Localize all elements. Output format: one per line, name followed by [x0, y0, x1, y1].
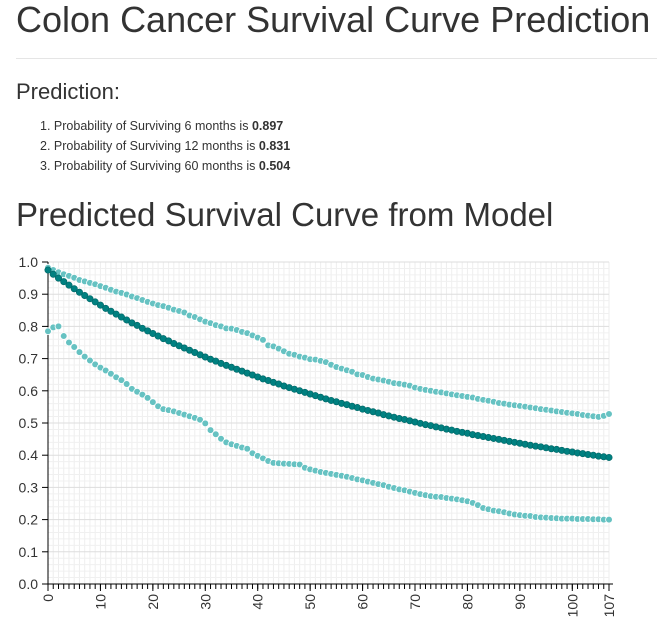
x-tick-label: 107 [601, 594, 617, 618]
data-point [123, 316, 131, 324]
data-point [86, 356, 94, 365]
series-upper-bound [44, 263, 613, 421]
y-tick-label: 0.6 [19, 383, 39, 399]
data-point [112, 310, 120, 318]
data-point [605, 453, 613, 461]
x-tick-label: 50 [302, 594, 318, 610]
data-point [60, 278, 68, 286]
x-tick-label: 60 [355, 594, 371, 610]
x-tick-label: 100 [564, 594, 580, 618]
x-tick-label: 20 [145, 594, 161, 610]
data-point [59, 332, 68, 340]
y-tick-label: 0.1 [19, 544, 39, 560]
data-point [49, 270, 57, 278]
data-point [70, 285, 78, 293]
x-tick-label: 70 [407, 594, 423, 610]
data-point [65, 281, 73, 289]
y-tick-label: 0.2 [19, 512, 39, 528]
data-point [117, 313, 125, 321]
data-point [201, 419, 210, 428]
data-point [149, 398, 157, 406]
data-point [217, 434, 225, 443]
x-tick-label: 0 [40, 594, 56, 602]
prediction-item: 2. Probability of Surviving 12 months is… [16, 136, 290, 156]
prediction-value: 0.831 [258, 139, 291, 153]
data-point [102, 304, 110, 312]
prediction-list: 1. Probability of Surviving 6 months is … [16, 116, 290, 176]
x-tick-label: 30 [197, 594, 213, 610]
y-tick-label: 0.9 [19, 286, 39, 302]
data-point [259, 336, 267, 344]
y-tick-label: 1.0 [19, 254, 39, 270]
data-point [75, 348, 84, 356]
data-point [54, 322, 63, 331]
prediction-item: 3. Probability of Surviving 60 months is… [16, 156, 290, 176]
prediction-value: 0.897 [251, 119, 284, 133]
y-tick-label: 0.4 [19, 447, 39, 463]
prediction-text: Probability of Surviving 60 months is [53, 159, 259, 173]
data-point [605, 515, 613, 524]
chart-series [44, 263, 613, 524]
data-point [44, 327, 52, 336]
x-tick-label: 40 [250, 594, 266, 610]
data-point [80, 352, 89, 361]
prediction-value: 0.504 [258, 159, 291, 173]
series-lower-bound [44, 322, 613, 524]
data-point [206, 426, 215, 434]
chart-title: Predicted Survival Curve from Model [16, 196, 554, 233]
series-predicted-survival [44, 266, 613, 461]
y-tick-label: 0.7 [19, 351, 39, 367]
data-point [107, 307, 115, 315]
prediction-heading: Prediction: [16, 79, 120, 104]
y-tick-label: 0.3 [19, 479, 39, 495]
page-title: Colon Cancer Survival Curve Prediction [16, 0, 651, 40]
y-tick-label: 0.5 [19, 415, 39, 431]
data-point [133, 321, 141, 329]
data-point [44, 266, 52, 274]
data-point [96, 301, 104, 309]
data-point [196, 415, 204, 424]
data-point [211, 430, 220, 439]
survival-chart: 0.0 0.1 0.2 0.3 0.4 0.5 0.6 0.7 0.8 0.9 1.0 0 10 20 30… [19, 254, 617, 617]
data-point [54, 274, 62, 282]
prediction-number: 2. [40, 139, 51, 153]
data-point [81, 291, 89, 299]
data-point [107, 369, 115, 378]
data-point [117, 376, 126, 384]
data-point [243, 444, 252, 453]
y-tick-label: 0.8 [19, 318, 39, 334]
data-point [143, 394, 152, 402]
x-tick-label: 10 [92, 594, 108, 610]
prediction-item: 1. Probability of Surviving 6 months is … [16, 116, 290, 136]
data-point [91, 298, 99, 306]
prediction-text: Probability of Surviving 6 months is [53, 119, 252, 133]
y-tick-label: 0.0 [19, 576, 39, 592]
data-point [75, 288, 83, 296]
prediction-number: 1. [40, 119, 51, 133]
data-point [70, 343, 79, 351]
header-divider [16, 58, 657, 59]
x-tick-label: 80 [459, 594, 475, 610]
prediction-number: 3. [40, 159, 51, 173]
chart-grid [47, 261, 610, 585]
prediction-text: Probability of Surviving 12 months is [53, 139, 259, 153]
data-point [86, 295, 94, 303]
data-point [122, 380, 131, 388]
data-point [65, 338, 73, 347]
data-point [605, 410, 613, 418]
x-tick-label: 90 [512, 594, 528, 610]
chart-axes: 0.0 0.1 0.2 0.3 0.4 0.5 0.6 0.7 0.8 0.9 1.0 0 10 20 30… [19, 254, 617, 617]
